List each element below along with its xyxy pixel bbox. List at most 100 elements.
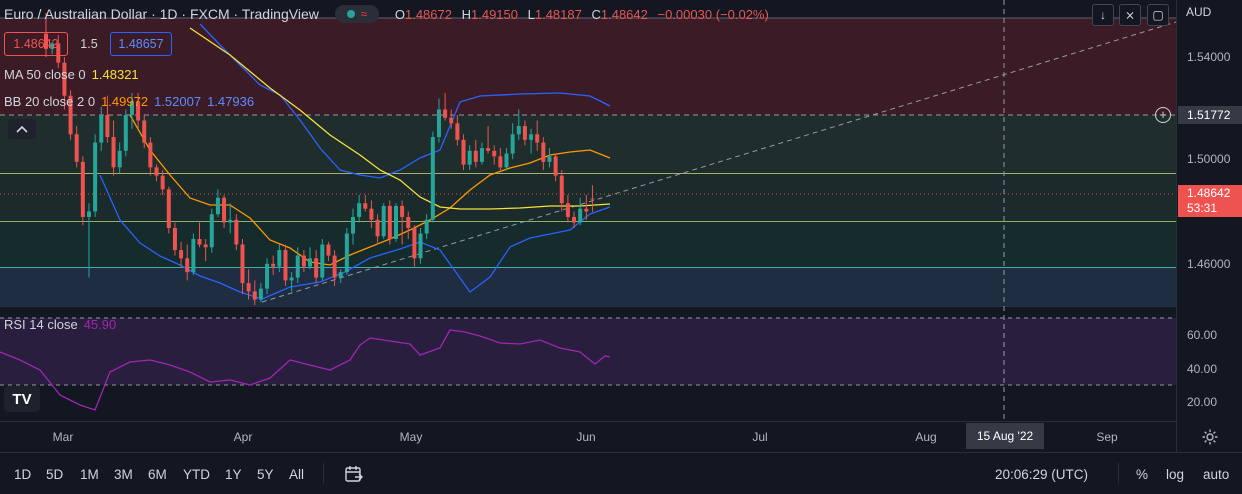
candle: [289, 272, 294, 292]
open-label: O: [394, 6, 405, 22]
sell-button[interactable]: 1.48642: [4, 32, 68, 56]
candle: [246, 269, 251, 300]
bb-upper-line: [199, 23, 611, 179]
buy-button[interactable]: 1.48657: [110, 32, 172, 56]
log-toggle[interactable]: log: [1166, 467, 1185, 482]
rsi-legend[interactable]: RSI 14 close 45.90: [4, 317, 116, 332]
ma-legend[interactable]: MA 50 close 0 1.48321: [4, 67, 139, 82]
currency-label[interactable]: AUD: [1186, 5, 1212, 19]
crosshair-date-tag: 15 Aug '22: [966, 423, 1044, 449]
candle-body: [412, 228, 417, 259]
download-button[interactable]: ↓: [1092, 4, 1114, 26]
wave-icon: ≈: [360, 7, 368, 21]
range-3m[interactable]: 3M: [114, 467, 133, 482]
candle-body: [400, 205, 405, 217]
candle-body: [547, 156, 552, 162]
candle: [326, 241, 331, 262]
candle-body: [584, 208, 589, 212]
tradingview-logo[interactable]: TV: [4, 386, 40, 412]
candle-body: [44, 33, 48, 49]
change-value: −0.00030 (−0.02%): [657, 6, 769, 22]
compare-button[interactable]: ⨯: [1119, 4, 1141, 26]
candle: [283, 244, 288, 286]
range-1d[interactable]: 1D: [14, 467, 32, 482]
candle: [166, 186, 171, 234]
candle: [228, 203, 233, 234]
zone-mid-upper: [0, 115, 1176, 174]
bb-legend[interactable]: BB 20 close 2 0 1.49972 1.52007 1.47936: [4, 94, 254, 109]
candle-body: [369, 208, 374, 220]
spread-value: 1.5: [80, 37, 98, 51]
candle: [44, 13, 48, 58]
trend-line: [261, 21, 1177, 303]
candle: [240, 239, 245, 295]
candle: [252, 280, 257, 306]
clock[interactable]: 20:06:29 (UTC): [995, 467, 1089, 482]
candle-body: [179, 250, 184, 259]
range-all[interactable]: All: [289, 467, 305, 482]
candle-body: [351, 216, 355, 234]
candle-body: [271, 263, 276, 267]
candle: [443, 92, 448, 121]
range-1m[interactable]: 1M: [80, 467, 99, 482]
candle: [504, 148, 509, 171]
candle: [455, 115, 460, 146]
candle-body: [344, 233, 349, 273]
candle: [203, 239, 208, 262]
bottom-toolbar: 1D 5D 1M 3M 6M YTD 1Y 5Y All 20:06:29 (U…: [0, 452, 1242, 494]
visibility-toggle[interactable]: ≈: [334, 5, 379, 23]
candle: [320, 239, 325, 281]
candle: [308, 247, 313, 270]
candle-body: [283, 250, 288, 281]
range-6m[interactable]: 6M: [148, 467, 167, 482]
candle: [369, 200, 374, 229]
percent-toggle[interactable]: %: [1136, 467, 1149, 482]
candle: [381, 203, 386, 240]
toolbar-divider-2: [1118, 463, 1119, 483]
range-5d[interactable]: 5D: [46, 467, 64, 482]
candle: [117, 142, 122, 173]
candle: [50, 41, 55, 55]
candle-body: [357, 203, 362, 217]
rsi-tick-3: 20.00: [1187, 395, 1218, 409]
last-price-tag: 1.48642 53:31: [1178, 185, 1242, 217]
settings-button[interactable]: [1201, 428, 1219, 446]
candle-body: [154, 167, 159, 176]
range-5y[interactable]: 5Y: [257, 467, 274, 482]
candle: [412, 225, 417, 267]
candle: [74, 126, 79, 168]
candle-body: [252, 291, 257, 300]
auto-toggle[interactable]: auto: [1203, 467, 1230, 482]
candle-body: [74, 134, 79, 162]
candle: [172, 222, 177, 256]
candle: [572, 211, 577, 229]
candle: [111, 120, 116, 176]
candle-body: [222, 197, 227, 223]
candle-body: [246, 283, 251, 292]
high-label: H: [461, 6, 471, 22]
fullscreen-button[interactable]: ▢: [1147, 4, 1169, 26]
candle: [547, 148, 552, 168]
zone-upper: [0, 18, 1176, 115]
range-1y[interactable]: 1Y: [225, 467, 242, 482]
range-ytd[interactable]: YTD: [183, 467, 210, 482]
collapse-legend-button[interactable]: [8, 119, 36, 139]
date-range-button[interactable]: [344, 464, 364, 484]
candle-body: [406, 216, 411, 229]
candle-body: [363, 203, 368, 209]
chart-canvas[interactable]: [0, 0, 1242, 452]
candle: [418, 228, 423, 264]
candle-body: [234, 219, 239, 245]
symbol-title[interactable]: Euro / Australian Dollar · 1D · FXCM · T…: [4, 6, 319, 22]
candle-body: [541, 142, 546, 162]
candle: [209, 208, 214, 253]
candle: [436, 98, 441, 143]
candle-body: [185, 258, 190, 273]
candle-body: [172, 228, 177, 251]
bb-lower-value: 1.47936: [207, 94, 255, 109]
candle: [430, 131, 435, 223]
candle-body: [209, 214, 214, 248]
candle-body: [117, 150, 122, 168]
bb-label: BB 20 close 2 0: [4, 94, 96, 109]
add-alert-plus-icon[interactable]: +: [1155, 107, 1171, 123]
